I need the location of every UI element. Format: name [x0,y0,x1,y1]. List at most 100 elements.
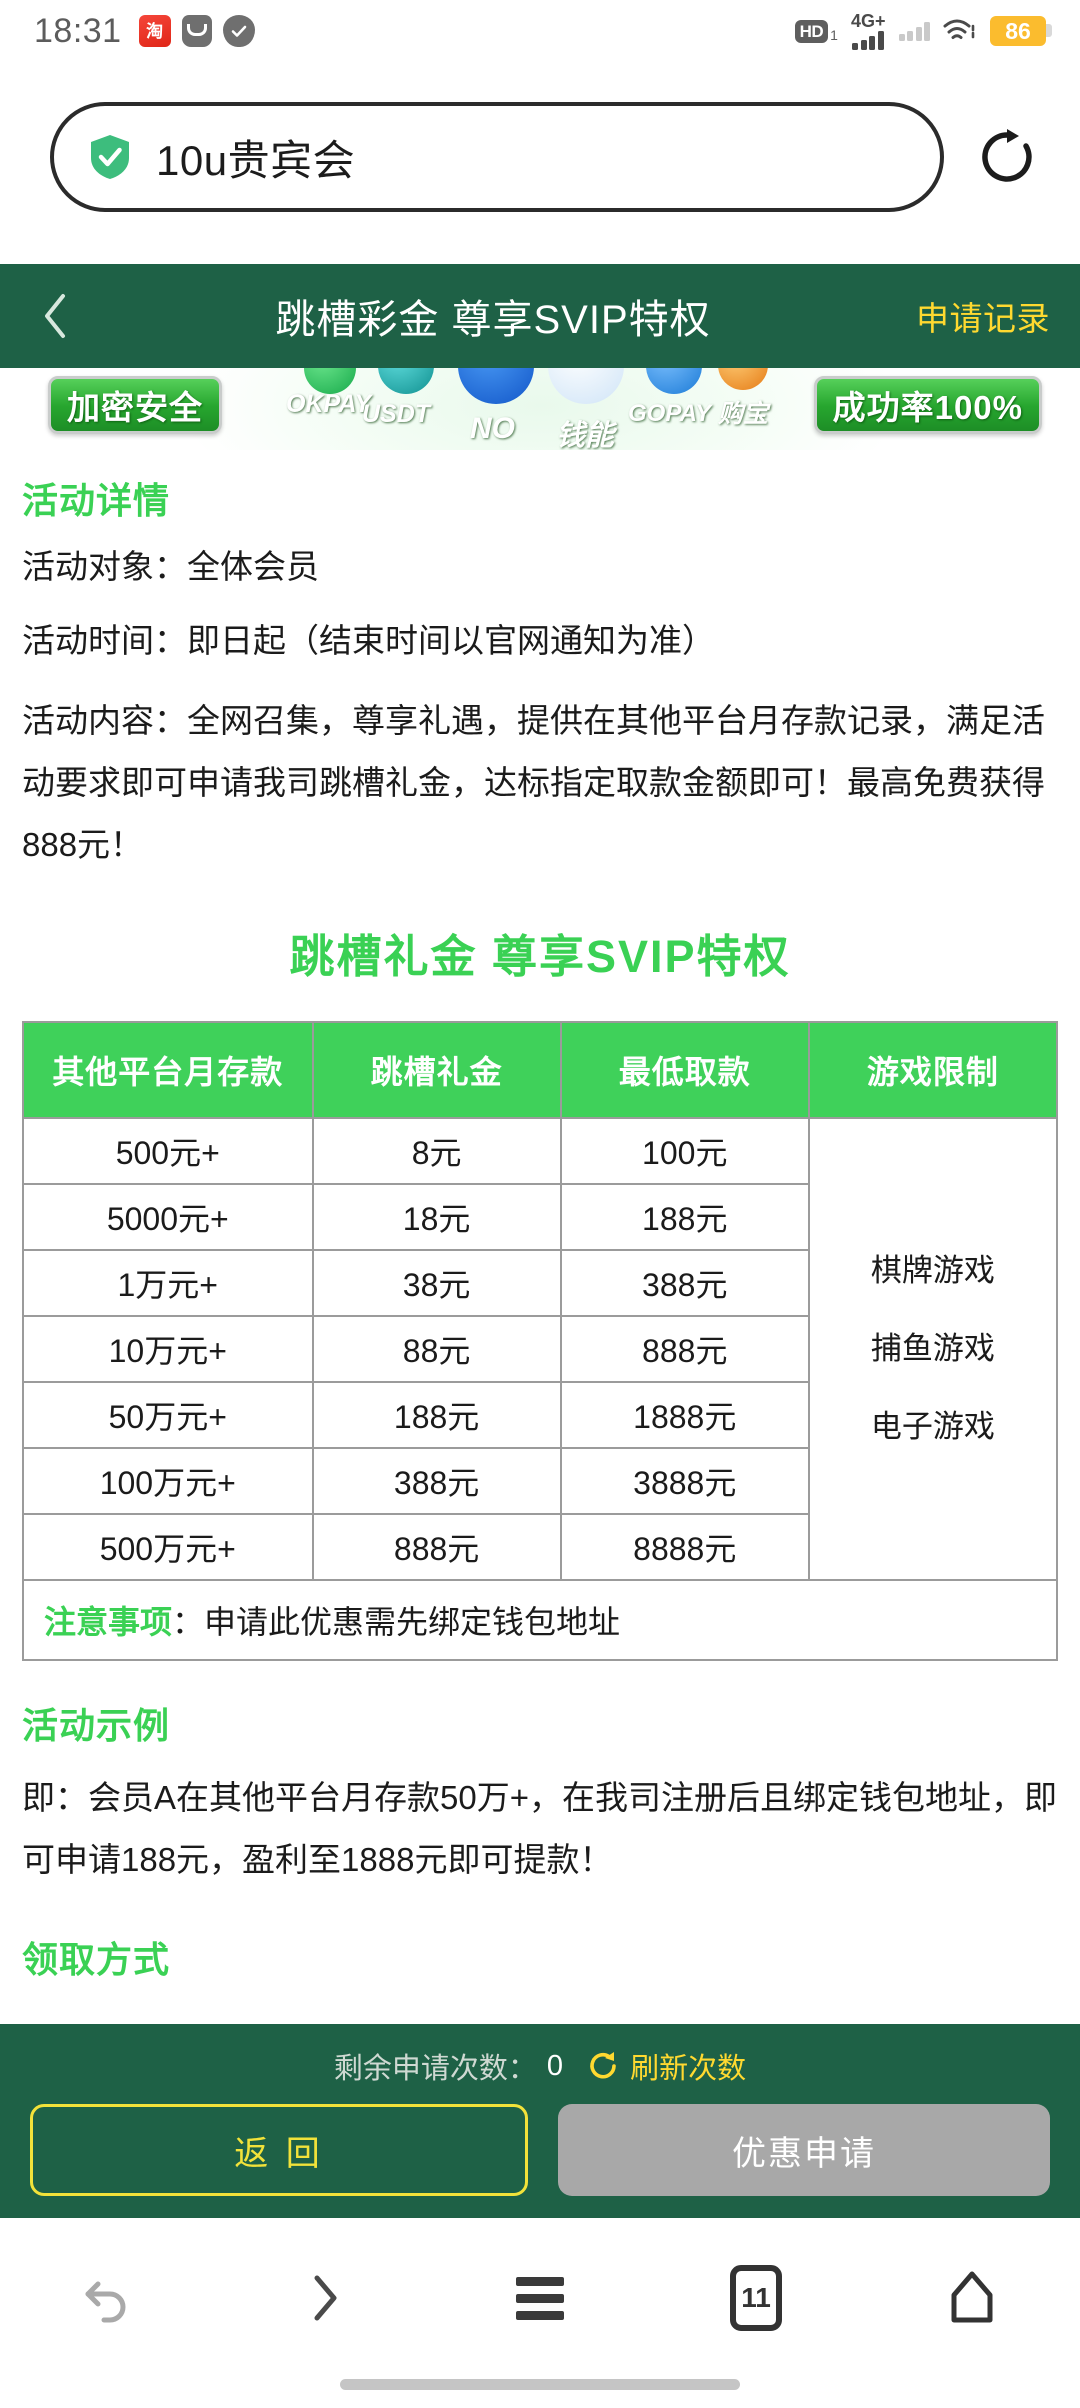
shield-check-icon [88,133,132,181]
paylogo-okpay: OKPAY [286,390,372,418]
cell-withdraw: 388元 [559,1249,810,1317]
cellular-signal-icon: 4G+ [851,12,886,50]
url-input[interactable]: 10u贵宾会 [50,102,944,212]
cell-gift: 388元 [311,1447,562,1515]
home-icon[interactable] [912,2250,1032,2346]
mail-icon [181,15,212,47]
table-row: 50万元+ 188元 1888元 [22,1381,1057,1449]
section-title-claim-method: 领取方式 [22,1939,171,1980]
example-text: 即：会员A在其他平台月存款50万+，在我司注册后且绑定钱包地址，即可申请188元… [22,1779,1057,1878]
paylogo-no: NO [470,412,515,445]
cell-deposit: 500万元+ [22,1513,314,1581]
reload-icon[interactable] [964,114,1050,200]
cell-deposit: 10万元+ [22,1315,314,1383]
paylogo-usdt: USDT [362,400,431,428]
notice-label: 注意事项 [44,1604,173,1640]
app-header: 跳槽彩金 尊享SVIP特权 申请记录 [0,264,1080,368]
payment-logos: OKPAY USDT NO 钱能 GOPAY 购宝 [286,368,800,450]
th-games: 游戏限制 [807,1021,1059,1119]
table-row: 500元+ 8元 100元 棋牌游戏 捕鱼游戏 电子游戏 [22,1117,1059,1581]
promo-banner: OKPAY USDT NO 钱能 GOPAY 购宝 加密安全 成功率100% [0,368,1080,450]
cell-gift: 188元 [311,1381,562,1449]
status-system-icons: HD 1 4G+ 86 [794,12,1052,50]
table-row: 100万元+ 388元 3888元 [22,1447,1057,1515]
cell-withdraw: 188元 [559,1183,810,1251]
hd-voice-icon: HD 1 [794,19,838,43]
tabs-count: 11 [730,2265,782,2331]
refresh-icon [590,2052,616,2079]
apply-counter-label: 剩余申请次数： [333,2053,537,2085]
table-header-row: 其他平台月存款 跳槽礼金 最低取款 游戏限制 [22,1021,1059,1119]
back-icon[interactable] [48,2250,168,2346]
taobao-glyph: 淘 [146,21,164,41]
signal-bars [852,31,884,50]
promo-table: 其他平台月存款 跳槽礼金 最低取款 游戏限制 500元+ 8元 100元 棋牌游… [22,1021,1059,1661]
th-withdraw: 最低取款 [559,1021,810,1119]
cell-withdraw: 8888元 [559,1513,810,1581]
paylogo-goubao: 购宝 [718,400,769,428]
cell-deposit: 500元+ [22,1117,314,1185]
promo-table-title: 跳槽礼金 尊享SVIP特权 [289,931,791,982]
cell-withdraw: 1888元 [559,1381,810,1449]
action-button-row: 返 回 优惠申请 [0,2096,1080,2196]
status-clock: 18:31 [34,11,122,50]
page-title: 跳槽彩金 尊享SVIP特权 [275,298,711,342]
notice-text: ：申请此优惠需先绑定钱包地址 [172,1604,621,1640]
tabs-button[interactable]: 11 [696,2250,816,2346]
promo-table-wrap: 其他平台月存款 跳槽礼金 最低取款 游戏限制 500元+ 8元 100元 棋牌游… [22,1021,1059,1661]
cell-gift: 8元 [311,1117,562,1185]
table-row: 5000元+ 18元 188元 [22,1183,1057,1251]
paylogo-qianneng: 钱能 [556,420,615,450]
table-row: 1万元+ 38元 388元 [22,1249,1057,1317]
forward-icon[interactable] [264,2250,384,2346]
detail-line-target: 活动对象：全体会员 [22,548,319,585]
status-notification-icons: 淘 [138,15,255,47]
cell-deposit: 5000元+ [22,1183,314,1251]
notice-cell: 注意事项：申请此优惠需先绑定钱包地址 [22,1579,1058,1661]
cell-deposit: 1万元+ [22,1249,314,1317]
taobao-icon: 淘 [138,15,171,47]
refresh-count-button[interactable]: 刷新次数 [587,2045,746,2087]
table-notice-row: 注意事项：申请此优惠需先绑定钱包地址 [22,1579,1058,1661]
chevron-left-icon[interactable] [30,286,80,346]
badge-encrypted-security: 加密安全 [48,376,222,434]
check-icon [222,15,255,47]
apply-counter-row: 剩余申请次数： 0 刷新次数 [0,2024,1080,2096]
signal-bars-dim [898,22,930,41]
cell-deposit: 100万元+ [22,1447,314,1515]
detail-line-time: 活动时间：即日起（结束时间以官网通知为准） [22,622,715,659]
wifi-icon [943,18,977,44]
cell-gift: 88元 [311,1315,562,1383]
cell-game-limits: 棋牌游戏 捕鱼游戏 电子游戏 [807,1117,1059,1581]
page-content[interactable]: OKPAY USDT NO 钱能 GOPAY 购宝 加密安全 成功率100% 活… [0,368,1080,2024]
cell-gift: 888元 [311,1513,562,1581]
th-gift: 跳槽礼金 [311,1021,562,1119]
cell-withdraw: 3888元 [559,1447,810,1515]
apply-record-link[interactable]: 申请记录 [916,300,1050,337]
bottom-action-bar: 剩余申请次数： 0 刷新次数 返 回 优惠申请 [0,2024,1080,2218]
paylogo-gopay: GOPAY [628,400,712,427]
cell-gift: 38元 [311,1249,562,1317]
apply-promo-button[interactable]: 优惠申请 [558,2104,1050,2196]
cellular-signal-secondary-icon [898,21,930,41]
cell-withdraw: 888元 [559,1315,810,1383]
status-bar: 18:31 淘 HD 1 4G+ [0,0,1080,62]
refresh-count-label: 刷新次数 [630,2053,747,2085]
apply-counter-value: 0 [546,2049,564,2082]
cell-gift: 18元 [311,1183,562,1251]
table-row: 500万元+ 888元 8888元 [22,1513,1057,1581]
badge-success-rate: 成功率100% [813,376,1042,434]
menu-icon[interactable] [480,2250,600,2346]
browser-address-bar: 10u贵宾会 [0,62,1080,252]
detail-line-content: 活动内容：全网召集，尊享礼遇，提供在其他平台月存款记录，满足活动要求即可申请我司… [22,702,1045,863]
url-text: 10u贵宾会 [156,136,356,184]
browser-nav-bar: 11 [0,2218,1080,2408]
gesture-home-bar [340,2379,740,2390]
back-button[interactable]: 返 回 [30,2104,528,2196]
cell-deposit: 50万元+ [22,1381,314,1449]
section-title-details: 活动详情 [22,480,171,521]
cell-withdraw: 100元 [559,1117,810,1185]
section-title-example: 活动示例 [22,1705,171,1746]
battery-icon: 86 [990,16,1052,46]
